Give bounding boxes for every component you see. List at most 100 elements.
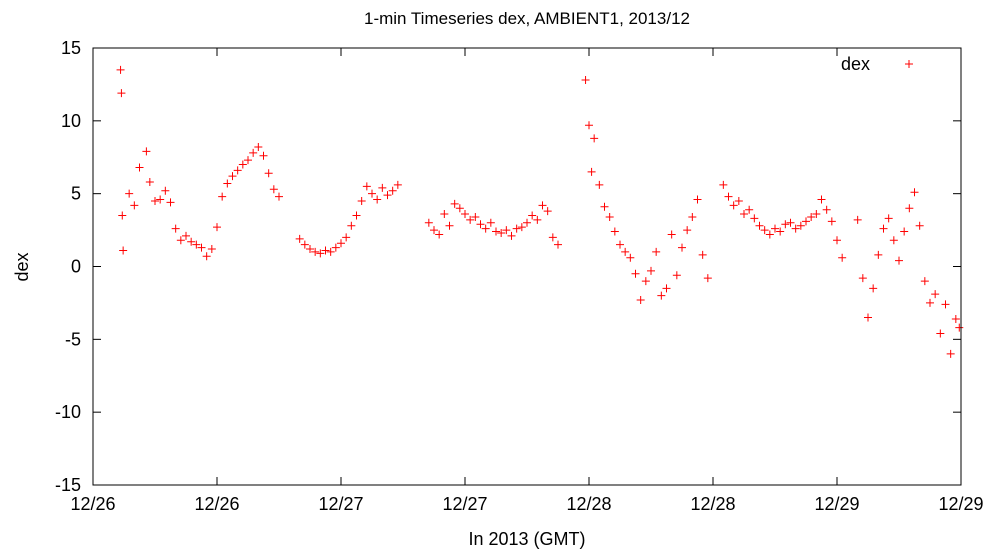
data-point [466, 215, 475, 224]
axis-ticks: -15 -10 -5 0 5 10 15 12/26 12/26 12/27 12/27 12/28 1… [55, 38, 984, 514]
data-point [378, 183, 387, 192]
data-point [244, 156, 252, 165]
data-point [388, 186, 397, 195]
y-tick-label: -15 [55, 475, 81, 495]
data-point [116, 65, 125, 74]
data-point [838, 253, 847, 262]
data-point [926, 298, 934, 307]
data-point [182, 231, 190, 240]
data-point [331, 243, 340, 252]
data-point [118, 211, 127, 220]
data-point [853, 215, 862, 224]
data-point [667, 230, 676, 239]
data-point [117, 89, 126, 98]
data-point [497, 228, 506, 237]
data-point [337, 239, 345, 248]
data-point [455, 204, 464, 213]
y-axis-label: dex [12, 252, 32, 281]
data-point [362, 182, 371, 191]
x-tick-label: 12/29 [938, 494, 983, 514]
data-point [228, 172, 237, 181]
data-point [610, 227, 619, 236]
x-tick-label: 12/27 [442, 494, 487, 514]
data-point [719, 180, 728, 189]
data-point [895, 256, 903, 265]
data-point [538, 201, 547, 210]
data-point [523, 218, 531, 227]
data-point [585, 121, 593, 130]
data-point [130, 201, 139, 210]
data-point [316, 249, 325, 258]
data-point [858, 274, 867, 283]
data-point [238, 160, 247, 169]
data-point [698, 250, 707, 259]
data-point [946, 349, 955, 358]
data-point [461, 210, 469, 219]
data-point [587, 167, 596, 176]
data-point [197, 243, 206, 252]
data-point [486, 218, 495, 227]
data-point [142, 147, 151, 156]
data-point [879, 224, 888, 233]
data-point [321, 246, 330, 255]
data-point [740, 210, 748, 219]
data-point [693, 195, 702, 204]
data-point [884, 214, 893, 223]
data-point [171, 224, 180, 233]
data-point [626, 253, 635, 262]
data-point [750, 214, 759, 223]
data-point [176, 236, 185, 245]
y-tick-label: -5 [65, 329, 81, 349]
y-tick-label: 15 [61, 38, 81, 58]
data-point [941, 300, 950, 309]
data-point [326, 247, 335, 256]
data-point [822, 205, 831, 214]
data-point [672, 271, 681, 280]
data-point [275, 192, 283, 201]
data-point [481, 224, 490, 233]
data-point [543, 207, 552, 216]
data-point [249, 148, 258, 157]
data-point [373, 195, 382, 204]
data-point [688, 212, 697, 221]
x-tick-label: 12/27 [318, 494, 363, 514]
data-point [786, 218, 795, 227]
data-point [264, 169, 273, 178]
data-point [652, 247, 661, 256]
data-point [424, 218, 433, 227]
data-point [662, 284, 671, 293]
data-point [745, 205, 754, 214]
chart-title: 1-min Timeseries dex, AMBIENT1, 2013/12 [364, 9, 690, 28]
data-point [729, 201, 738, 210]
x-tick-label: 12/28 [566, 494, 611, 514]
data-point [342, 233, 351, 242]
data-point [445, 221, 454, 230]
data-point [393, 180, 402, 189]
data-point [931, 290, 940, 299]
data-point [802, 217, 810, 226]
y-tick-label: 0 [71, 257, 81, 277]
legend-marker-symbol [905, 60, 913, 68]
data-point [492, 227, 500, 236]
data-point [817, 195, 826, 204]
data-point [125, 189, 134, 198]
legend-marker [905, 60, 913, 68]
x-tick-label: 12/28 [690, 494, 735, 514]
data-point [187, 237, 196, 246]
data-point [435, 230, 444, 239]
data-point [955, 323, 964, 332]
data-point [233, 166, 242, 175]
data-point [791, 224, 800, 233]
data-point [218, 192, 227, 201]
data-point [259, 151, 268, 160]
data-point [368, 189, 376, 198]
data-point [864, 313, 872, 322]
data-point [765, 230, 774, 239]
data-point [581, 76, 590, 85]
data-point [554, 240, 562, 249]
data-point [352, 211, 361, 220]
data-point [156, 195, 165, 204]
data-point [678, 243, 686, 252]
x-tick-label: 12/26 [194, 494, 239, 514]
